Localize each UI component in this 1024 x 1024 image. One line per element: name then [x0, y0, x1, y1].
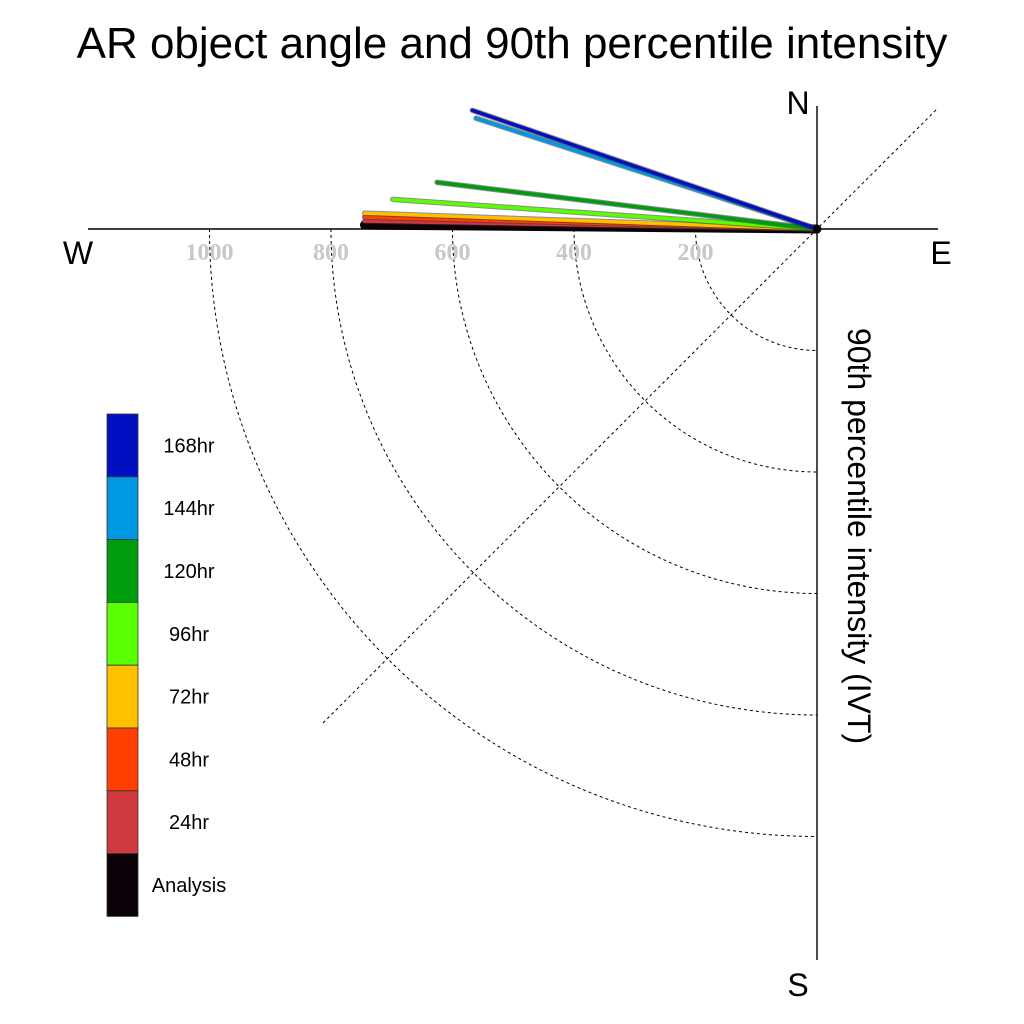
legend-swatch	[106, 664, 139, 729]
series-vector-96hr	[391, 197, 819, 231]
compass-south-label: S	[787, 967, 808, 1003]
radial-tick-label: 800	[313, 240, 349, 266]
tick-layer: 200 400 600 800 1000	[186, 240, 714, 266]
radial-tick-label: 600	[435, 240, 471, 266]
legend-label: 72hr	[169, 687, 209, 709]
grid-layer	[209, 108, 938, 837]
radial-tick-label: 400	[556, 240, 592, 266]
legend-label: 120hr	[163, 561, 214, 583]
legend-label: 168hr	[163, 435, 214, 457]
legend-swatch	[106, 602, 139, 666]
legend-swatch	[106, 413, 139, 478]
series-vector-120hr	[435, 180, 819, 231]
legend-label: 24hr	[169, 812, 209, 834]
grid-ring	[573, 228, 818, 473]
compass-east-label: E	[930, 235, 951, 271]
legend-swatch	[106, 790, 139, 854]
chart-title: AR object angle and 90th percentile inte…	[77, 19, 948, 68]
series-layer	[359, 107, 822, 234]
legend: 168hr 144hr 120hr 96hr 72hr 48hr 24hr Analysis	[106, 413, 226, 917]
diagonal-grid-line	[322, 108, 938, 724]
legend-label: 144hr	[163, 498, 214, 520]
legend-label: 48hr	[169, 749, 209, 771]
origin-point	[813, 225, 821, 233]
grid-ring	[695, 228, 818, 351]
legend-swatch	[106, 727, 139, 792]
radial-tick-label: 200	[678, 240, 714, 266]
compass-west-label: W	[63, 235, 94, 271]
grid-ring	[209, 228, 818, 837]
radial-tick-label: 1000	[186, 240, 234, 266]
legend-label: 96hr	[169, 624, 209, 646]
compass-north-label: N	[786, 85, 809, 121]
legend-swatch	[106, 476, 139, 540]
legend-swatch	[106, 853, 139, 917]
series-vector-168hr	[470, 108, 819, 231]
legend-swatch	[106, 539, 139, 603]
y-axis-label: 90th percentile intensity (IVT)	[841, 328, 877, 744]
legend-label: Analysis	[152, 875, 226, 897]
grid-ring	[452, 228, 818, 594]
grid-ring	[330, 228, 818, 716]
